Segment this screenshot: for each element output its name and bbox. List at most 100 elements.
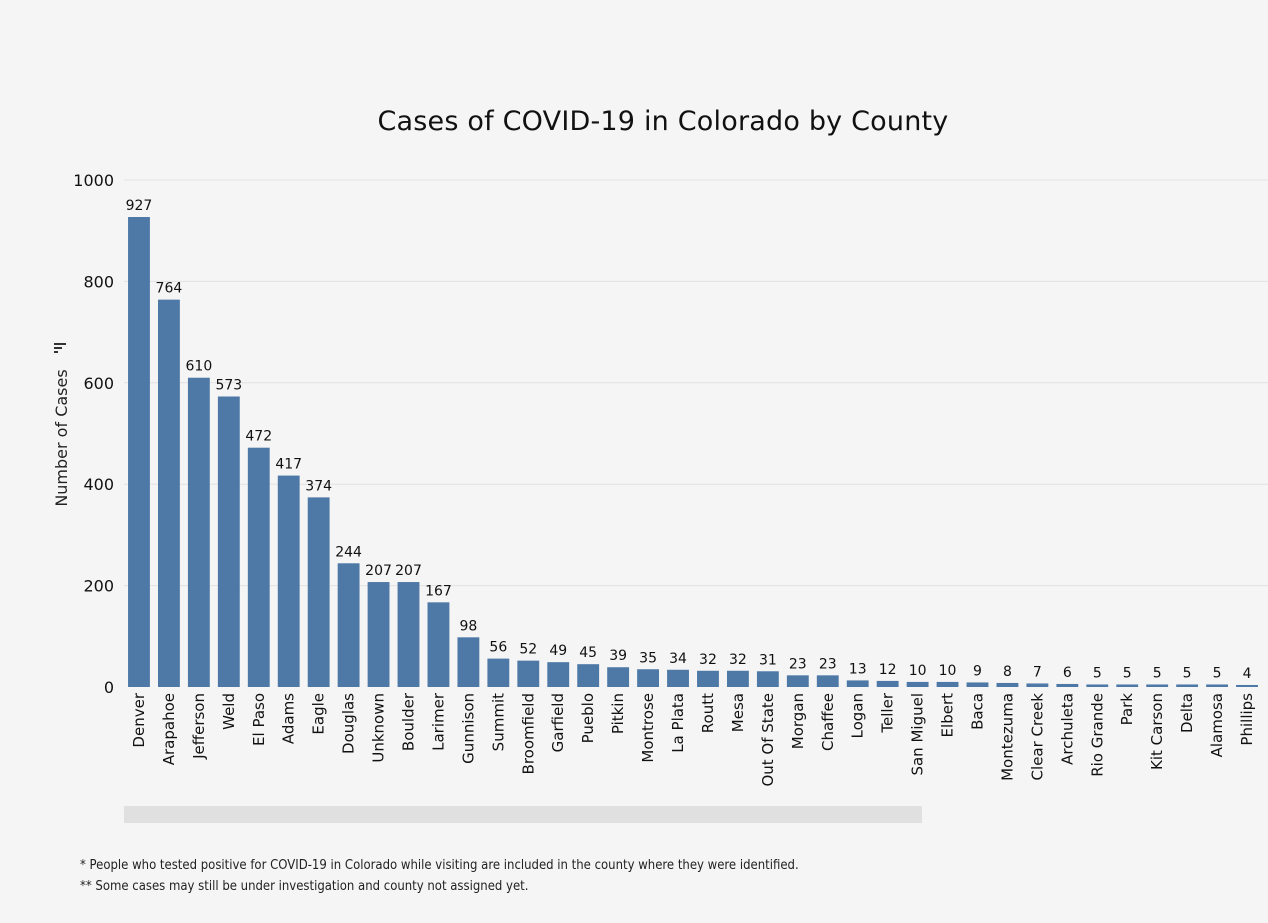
- footnote-visitors: * People who tested positive for COVID-1…: [80, 858, 799, 873]
- x-tick-label: Elbert: [939, 693, 957, 738]
- chart-title: Cases of COVID-19 in Colorado by County: [377, 106, 949, 137]
- x-tick-label: Alamosa: [1208, 693, 1226, 757]
- bar-douglas[interactable]: [337, 563, 360, 687]
- bar-unknown[interactable]: [367, 582, 390, 687]
- filter-icon[interactable]: [54, 343, 66, 353]
- bar-rio-grande[interactable]: [1086, 684, 1109, 687]
- bar-out-of-state[interactable]: [756, 671, 779, 687]
- bar-montrose[interactable]: [637, 669, 660, 687]
- bar-pueblo[interactable]: [577, 664, 600, 687]
- bar-alamosa[interactable]: [1206, 684, 1229, 687]
- bar-baca[interactable]: [966, 682, 989, 687]
- data-label: 764: [156, 281, 183, 297]
- data-label: 5: [1213, 665, 1222, 681]
- x-tick-label: Pitkin: [609, 693, 627, 734]
- x-tick-label: Larimer: [429, 692, 447, 751]
- data-label: 23: [819, 656, 837, 672]
- x-tick-label: Eagle: [310, 693, 328, 735]
- bar-logan[interactable]: [846, 680, 869, 687]
- bar-elbert[interactable]: [936, 681, 959, 687]
- bar-mesa[interactable]: [726, 670, 749, 687]
- data-label: 35: [639, 650, 657, 666]
- x-tick-label: Gunnison: [459, 693, 477, 764]
- x-tick-label: Arapahoe: [160, 693, 178, 765]
- x-tick-label: Unknown: [370, 693, 388, 763]
- bar-garfield[interactable]: [547, 662, 570, 687]
- data-label: 5: [1153, 665, 1162, 681]
- x-tick-label: Boulder: [400, 692, 418, 751]
- bar-phillips[interactable]: [1236, 684, 1258, 687]
- x-tick-label: Archuleta: [1058, 693, 1076, 765]
- y-tick-label: 0: [104, 678, 114, 697]
- bar-pitkin[interactable]: [607, 667, 630, 687]
- bar-denver[interactable]: [128, 217, 150, 688]
- x-tick-label: Logan: [849, 693, 867, 739]
- bar-teller[interactable]: [876, 680, 899, 687]
- x-tick-label: Kit Carson: [1148, 693, 1166, 770]
- bars: [128, 217, 1258, 688]
- x-tick-label: Pueblo: [579, 693, 597, 743]
- x-tick-label: Denver: [130, 692, 148, 747]
- data-label: 472: [245, 429, 272, 445]
- data-label: 610: [186, 359, 213, 375]
- y-tick-label: 400: [83, 475, 114, 494]
- bar-gunnison[interactable]: [457, 637, 480, 687]
- y-axis-ticks: 0 200 400 600 800 1000: [73, 171, 114, 697]
- bar-jefferson[interactable]: [187, 377, 210, 687]
- x-tick-label: Montezuma: [998, 693, 1016, 781]
- data-label: 7: [1033, 664, 1042, 680]
- x-tick-label: Weld: [220, 693, 238, 730]
- data-label: 6: [1063, 665, 1072, 681]
- data-label: 31: [759, 652, 777, 668]
- data-label: 207: [395, 563, 422, 579]
- bar-el-paso[interactable]: [247, 447, 270, 687]
- bar-kit-carson[interactable]: [1146, 684, 1169, 687]
- y-tick-label: 200: [83, 577, 114, 596]
- data-label: 39: [609, 648, 627, 664]
- bar-montezuma[interactable]: [996, 682, 1019, 687]
- x-tick-label: Jefferson: [190, 693, 208, 760]
- bar-larimer[interactable]: [427, 602, 450, 687]
- data-label: 10: [939, 663, 957, 679]
- bar-clear-creek[interactable]: [1026, 683, 1049, 687]
- bar-broomfield[interactable]: [517, 660, 540, 687]
- x-tick-label: Montrose: [639, 693, 657, 763]
- y-tick-label: 800: [83, 272, 114, 291]
- data-label: 12: [879, 662, 897, 678]
- x-tick-label: Broomfield: [519, 693, 537, 774]
- bar-routt[interactable]: [697, 670, 719, 687]
- y-tick-label: 1000: [73, 171, 114, 190]
- data-label: 5: [1183, 665, 1192, 681]
- data-label: 8: [1003, 664, 1012, 680]
- data-label: 374: [305, 478, 332, 494]
- y-axis-title: Number of Cases: [52, 369, 71, 506]
- bar-weld[interactable]: [217, 396, 240, 687]
- bar-san-miguel[interactable]: [906, 681, 929, 687]
- horizontal-scrollbar[interactable]: [124, 806, 922, 823]
- x-tick-label: Out Of State: [759, 693, 777, 787]
- bar-park[interactable]: [1116, 684, 1139, 687]
- y-tick-label: 600: [83, 374, 114, 393]
- bar-summit[interactable]: [487, 658, 510, 687]
- data-label: 5: [1093, 665, 1102, 681]
- bar-eagle[interactable]: [307, 497, 330, 687]
- x-tick-label: Garfield: [549, 693, 567, 752]
- x-tick-label: Rio Grande: [1088, 693, 1106, 777]
- bar-morgan[interactable]: [786, 675, 809, 687]
- x-tick-label: Delta: [1178, 693, 1196, 733]
- x-tick-label: La Plata: [669, 693, 687, 753]
- data-label: 52: [519, 642, 537, 658]
- bar-chaffee[interactable]: [816, 675, 839, 687]
- x-tick-label: Summit: [489, 693, 507, 751]
- data-label: 573: [215, 377, 242, 393]
- bar-archuleta[interactable]: [1056, 683, 1079, 687]
- data-label: 56: [489, 640, 507, 656]
- bar-la-plata[interactable]: [667, 669, 689, 687]
- bar-boulder[interactable]: [397, 582, 420, 687]
- bar-adams[interactable]: [277, 475, 300, 687]
- bar-delta[interactable]: [1176, 684, 1199, 687]
- bar-arapahoe[interactable]: [157, 299, 180, 687]
- footnote-investigation: ** Some cases may still be under investi…: [80, 879, 529, 894]
